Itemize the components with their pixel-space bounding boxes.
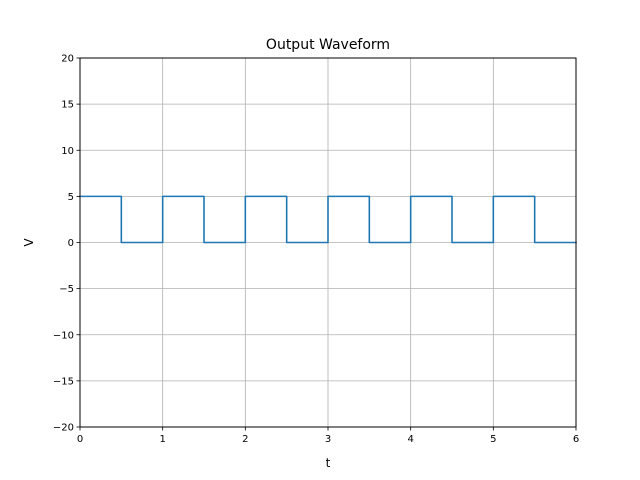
y-tick-label: 15 — [61, 100, 74, 111]
chart-title: Output Waveform — [266, 37, 390, 53]
x-tick-label: 1 — [159, 434, 165, 445]
y-tick-label: −15 — [53, 376, 74, 387]
y-tick-label: −5 — [59, 284, 74, 295]
series-line-0 — [79, 195, 577, 244]
y-tick-label: −20 — [53, 423, 74, 434]
y-tick-label: −10 — [53, 330, 74, 341]
x-tick-label: 4 — [407, 434, 413, 445]
x-axis-label: t — [326, 456, 331, 470]
y-tick-label: 5 — [68, 192, 74, 203]
x-tick-label: 0 — [77, 434, 83, 445]
x-axis: 0 1 2 3 4 5 6 — [77, 427, 579, 445]
x-tick-label: 5 — [490, 434, 496, 445]
y-tick-label: 0 — [68, 238, 74, 249]
x-tick-label: 6 — [573, 434, 579, 445]
y-tick-label: 10 — [61, 146, 74, 157]
y-axis: −20 −15 −10 −5 0 5 10 15 20 — [53, 54, 80, 434]
x-tick-label: 2 — [242, 434, 248, 445]
y-axis-label: V — [22, 238, 36, 247]
x-tick-label: 3 — [325, 434, 331, 445]
series-layer — [79, 195, 577, 244]
y-tick-label: 20 — [61, 54, 74, 65]
